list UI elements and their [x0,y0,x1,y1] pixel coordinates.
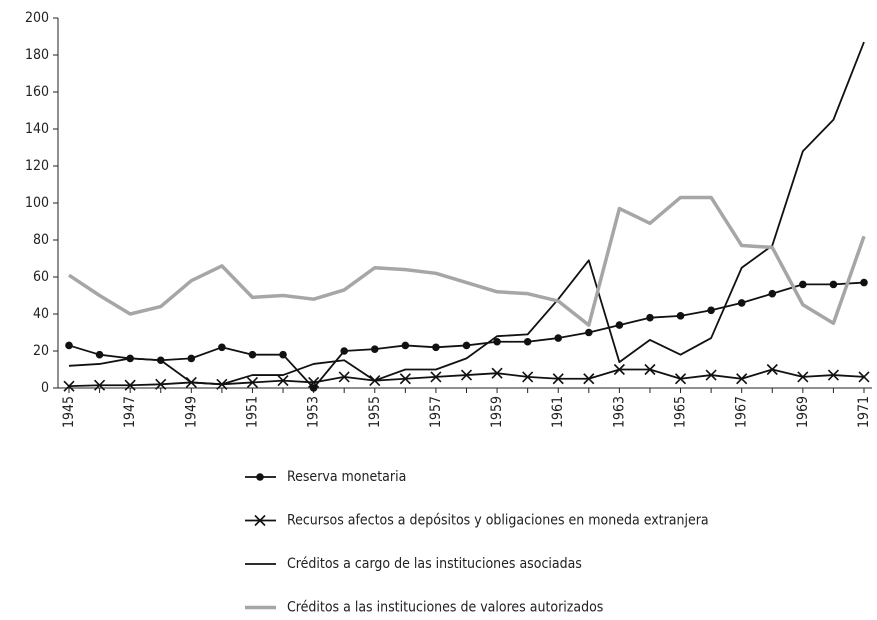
point [737,299,746,307]
point [858,371,870,383]
point [646,313,654,322]
point [552,373,564,385]
x-tick-label: 1951 [244,396,260,428]
y-tick-label: 20 [33,343,49,359]
point [94,379,106,391]
y-tick-label: 140 [25,121,49,137]
point [95,350,104,359]
point [340,347,348,355]
x-tick-label: 1965 [673,396,689,428]
point [279,350,287,359]
point [493,337,501,346]
point [430,371,442,383]
point [248,350,257,359]
point [218,343,226,352]
point [124,379,136,391]
point [491,367,503,379]
legend-marker [256,473,264,481]
point [707,306,715,315]
x-tick-label: 1963 [611,396,627,428]
point [860,278,868,287]
legend-label: Créditos a cargo de las instituciones as… [287,556,582,572]
point [768,289,777,298]
point [309,384,318,392]
point [799,280,807,289]
x-tick-label: 1945 [61,396,77,428]
point [797,371,809,383]
point [583,373,595,385]
x-tick-label: 1959 [489,396,505,428]
point [370,345,379,353]
point [338,371,350,383]
x-tick-label: 1971 [856,396,872,428]
series-line [68,281,865,389]
point [522,371,534,383]
point [432,343,440,352]
point [585,328,593,337]
x-tick-label: 1961 [550,396,566,428]
point [462,341,471,350]
legend-label: Reserva monetaria [287,469,406,485]
point [399,373,411,385]
point [65,341,73,350]
point [460,369,473,381]
point [523,337,532,346]
x-tick-label: 1949 [183,396,199,428]
y-tick-label: 0 [41,380,49,396]
point [63,380,75,392]
series-line [68,41,865,386]
x-tick-label: 1947 [122,396,138,428]
y-tick-label: 160 [25,84,49,100]
point [308,376,320,389]
x-tick-label: 1953 [306,396,322,428]
x-tick-label: 1967 [734,396,750,428]
y-tick-label: 40 [33,306,49,322]
point [827,369,839,381]
point [277,375,289,387]
point [554,334,563,342]
x-tick-label: 1955 [367,396,383,428]
legend-label: Recursos afectos a depósitos y obligacio… [287,513,709,529]
point [615,321,624,329]
legend-marker [254,514,266,527]
x-tick-label: 1957 [428,396,444,428]
point [644,363,656,376]
series-line [68,368,865,388]
point [736,373,748,385]
point [187,354,196,363]
legend-label: Créditos a las instituciones de valores … [287,600,603,616]
point [705,369,717,381]
point [766,363,778,376]
y-tick-label: 100 [25,195,49,211]
y-tick-label: 200 [25,10,49,26]
series-line [68,195,866,327]
point [829,280,838,289]
y-tick-label: 180 [25,47,49,63]
point [246,376,259,389]
point [674,373,687,385]
point [401,341,410,350]
point [613,363,625,376]
y-tick-label: 80 [33,232,49,248]
y-tick-label: 60 [33,269,49,285]
point [676,312,685,320]
y-tick-label: 120 [25,158,49,174]
point [155,378,167,390]
x-tick-label: 1969 [795,396,811,428]
